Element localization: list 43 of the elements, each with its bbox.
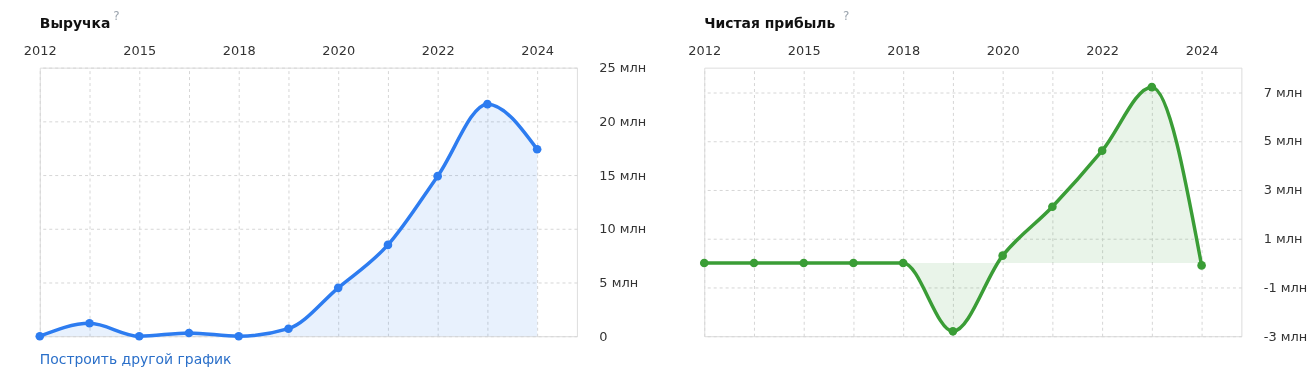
x-tick-label: 2022 — [1086, 43, 1120, 59]
point — [383, 240, 393, 250]
x-tick-label: 2015 — [787, 43, 821, 59]
y-tick-label: 20 млн — [599, 113, 647, 129]
y-tick-label: 7 млн — [1263, 84, 1303, 100]
y-tick-label: 25 млн — [599, 60, 647, 76]
text: ? — [843, 8, 850, 23]
text: ? — [113, 8, 120, 23]
x-tick-label: 2015 — [123, 43, 157, 59]
y-tick-label: 5 млн — [599, 274, 639, 290]
y-tick-label: 0 — [599, 328, 608, 344]
x-tick-label: 2012 — [23, 43, 57, 59]
point — [1048, 202, 1057, 212]
x-tick-label: 2020 — [322, 43, 356, 59]
x-tick-label: 2018 — [887, 43, 921, 59]
point — [948, 327, 958, 336]
point — [284, 324, 293, 333]
point — [1147, 82, 1157, 92]
x-tick-label: 2018 — [222, 43, 256, 59]
text: Построить другой график — [39, 351, 232, 368]
point — [532, 144, 542, 154]
x-tick-label: 2012 — [688, 43, 722, 59]
x-tick-label: 2024 — [1185, 43, 1219, 59]
point — [1097, 146, 1107, 155]
y-tick-label: 5 млн — [1263, 133, 1303, 149]
chart-title: Чистая прибыль — [704, 14, 836, 31]
x-tick-label: 2020 — [986, 43, 1020, 59]
y-tick-label: 15 млн — [599, 167, 647, 183]
y-tick-label: -1 млн — [1263, 279, 1308, 295]
point — [998, 251, 1007, 260]
y-tick-label: 10 млн — [599, 221, 647, 237]
point — [184, 328, 194, 338]
y-tick-label: 3 млн — [1263, 182, 1303, 198]
point — [433, 171, 442, 181]
point — [1197, 261, 1206, 270]
point — [483, 99, 492, 109]
y-tick-label: -3 млн — [1263, 328, 1308, 344]
point — [85, 319, 94, 328]
chart-title: Выручка — [39, 14, 111, 31]
x-tick-label: 2024 — [521, 43, 555, 59]
y-tick-label: 1 млн — [1263, 231, 1303, 247]
x-tick-label: 2022 — [421, 43, 455, 59]
point — [333, 283, 343, 293]
